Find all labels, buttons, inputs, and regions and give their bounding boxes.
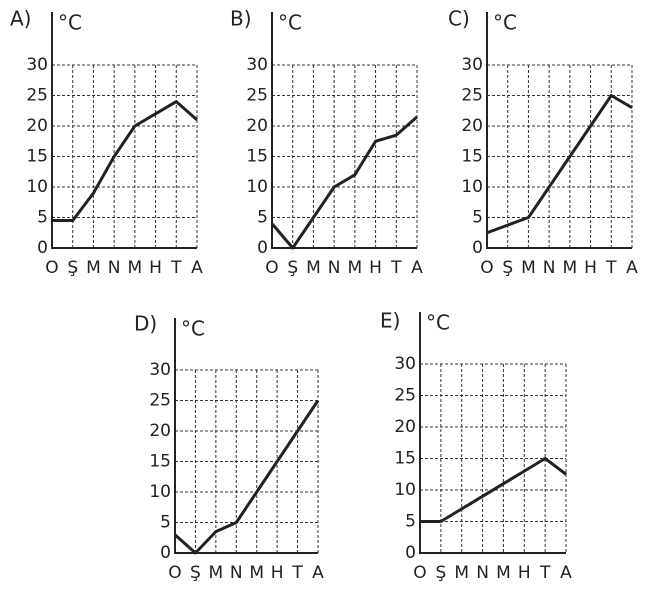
y-axis-label: °C (58, 11, 82, 35)
y-tick-label: 0 (472, 238, 483, 258)
x-tick-label: Ş (502, 258, 513, 278)
x-tick-label: N (230, 563, 243, 583)
y-tick-label: 15 (394, 449, 416, 469)
y-tick-label: 25 (26, 86, 48, 106)
y-tick-label: 10 (461, 177, 483, 197)
x-tick-label: M (249, 563, 264, 583)
y-tick-label: 30 (246, 55, 268, 75)
y-tick-label: 10 (149, 482, 171, 502)
y-tick-label: 20 (394, 417, 416, 437)
y-tick-label: 20 (461, 116, 483, 136)
y-tick-label: 25 (246, 86, 268, 106)
x-tick-label: O (265, 258, 278, 278)
y-axis-label: °C (181, 317, 205, 341)
x-tick-label: M (521, 258, 536, 278)
y-tick-label: 30 (394, 354, 416, 374)
y-tick-label: 15 (461, 147, 483, 167)
x-tick-label: H (149, 258, 162, 278)
x-tick-label: M (454, 563, 469, 583)
y-tick-label: 15 (149, 452, 171, 472)
y-tick-label: 20 (26, 116, 48, 136)
y-tick-label: 0 (37, 238, 48, 258)
x-tick-label: A (191, 258, 203, 278)
x-tick-label: M (496, 563, 511, 583)
y-tick-label: 20 (246, 116, 268, 136)
x-tick-label: T (605, 258, 617, 278)
x-tick-label: M (209, 563, 224, 583)
x-tick-label: Ş (67, 258, 78, 278)
y-tick-label: 0 (405, 543, 416, 563)
y-tick-label: 0 (160, 543, 171, 563)
chart-title: B) (230, 7, 252, 31)
x-tick-label: Ş (287, 258, 298, 278)
x-tick-label: N (543, 258, 556, 278)
y-tick-label: 30 (26, 55, 48, 75)
y-tick-label: 5 (405, 512, 416, 532)
y-tick-label: 5 (37, 208, 48, 228)
y-axis-label: °C (493, 11, 517, 35)
x-tick-label: A (560, 563, 572, 583)
x-tick-label: T (170, 258, 182, 278)
y-tick-label: 10 (246, 177, 268, 197)
x-tick-label: O (413, 563, 426, 583)
y-tick-label: 10 (394, 480, 416, 500)
temperature-line (52, 100, 198, 223)
x-tick-label: H (369, 258, 382, 278)
chart-title: A) (10, 7, 31, 31)
y-axis-label: °C (426, 311, 450, 335)
y-tick-label: 10 (26, 177, 48, 197)
x-tick-label: H (584, 258, 597, 278)
chart-title: C) (448, 7, 470, 31)
y-tick-label: 30 (461, 55, 483, 75)
temperature-line (173, 399, 320, 555)
temperature-line (420, 457, 567, 523)
chart-title: E) (380, 309, 400, 333)
x-tick-label: H (271, 563, 284, 583)
y-axis-label: °C (278, 11, 302, 35)
x-tick-label: A (626, 258, 638, 278)
x-tick-label: H (518, 563, 531, 583)
y-tick-label: 20 (149, 421, 171, 441)
x-tick-label: O (480, 258, 493, 278)
x-tick-label: M (128, 258, 143, 278)
x-tick-label: A (312, 563, 324, 583)
y-tick-label: 0 (257, 238, 268, 258)
x-tick-label: Ş (190, 563, 201, 583)
temperature-line (486, 94, 633, 235)
x-tick-label: N (476, 563, 489, 583)
y-tick-label: 15 (26, 147, 48, 167)
y-tick-label: 25 (149, 391, 171, 411)
x-tick-label: M (86, 258, 101, 278)
x-tick-label: M (306, 258, 321, 278)
temperature-line (270, 115, 418, 250)
x-tick-label: N (328, 258, 341, 278)
x-tick-label: T (390, 258, 402, 278)
y-tick-label: 15 (246, 147, 268, 167)
x-tick-label: O (168, 563, 181, 583)
y-tick-label: 5 (257, 208, 268, 228)
y-tick-label: 25 (394, 386, 416, 406)
x-tick-label: M (563, 258, 578, 278)
x-tick-label: M (348, 258, 363, 278)
x-tick-label: T (539, 563, 551, 583)
x-tick-label: O (45, 258, 58, 278)
x-tick-label: T (291, 563, 303, 583)
y-tick-label: 5 (160, 513, 171, 533)
y-tick-label: 5 (472, 208, 483, 228)
y-tick-label: 30 (149, 360, 171, 380)
chart-title: D) (134, 312, 157, 336)
x-tick-label: A (411, 258, 423, 278)
x-tick-label: N (108, 258, 121, 278)
y-tick-label: 25 (461, 86, 483, 106)
x-tick-label: Ş (435, 563, 446, 583)
